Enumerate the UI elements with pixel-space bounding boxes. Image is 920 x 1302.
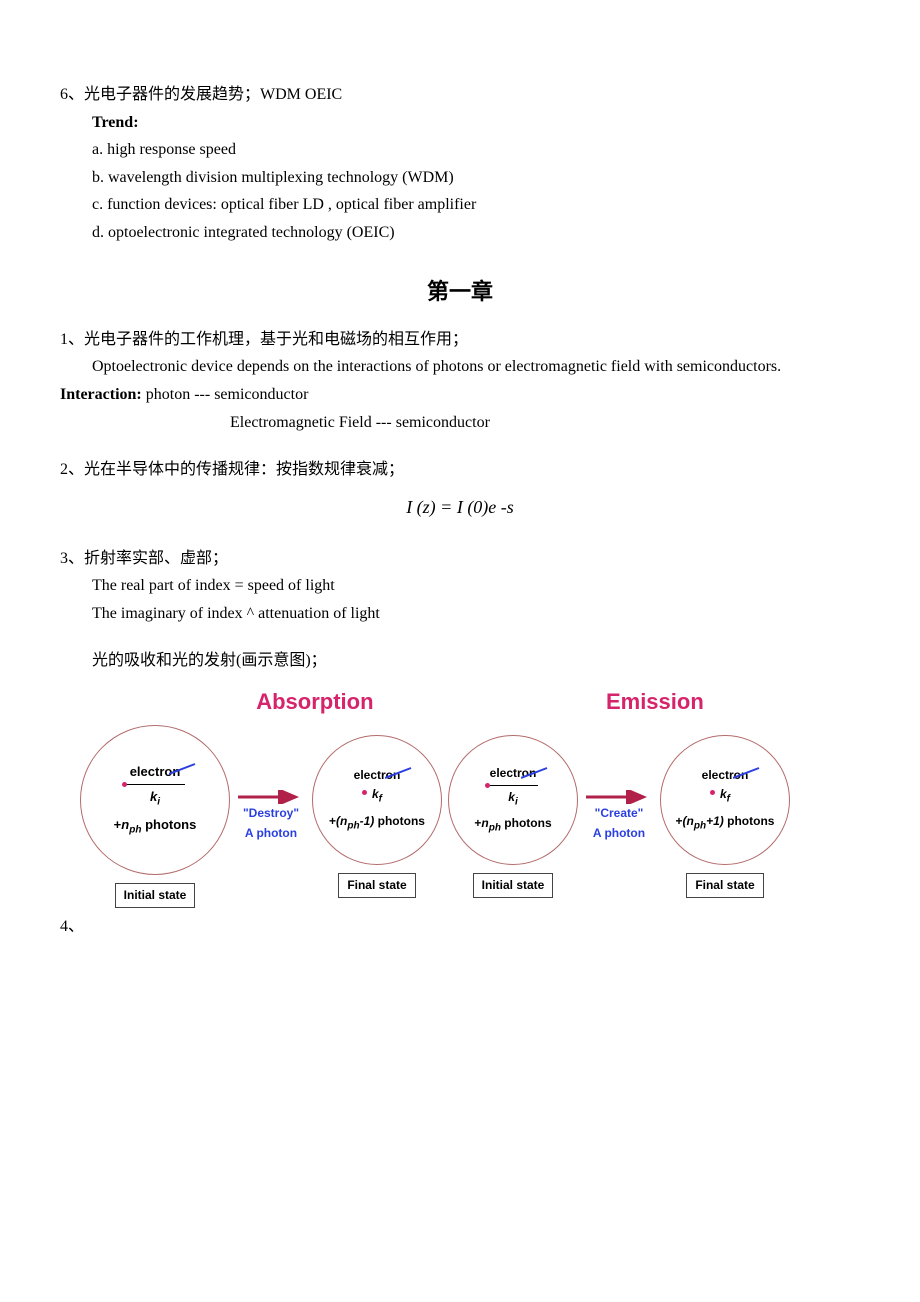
- nph-4: n: [687, 814, 694, 828]
- photons: photons: [145, 817, 196, 832]
- circle-em-initial: electron ki +nph photons: [448, 735, 578, 865]
- initial-state-label: Initial state: [115, 883, 196, 908]
- q1-title: 光电子器件的工作机理，基于光和电磁场的相互作用；: [84, 331, 468, 348]
- nph-3: n: [481, 816, 488, 830]
- q6-title: 光电子器件的发展趋势；WDM OEIC: [84, 86, 342, 103]
- kf-sub: f: [379, 794, 382, 805]
- interaction-label: Interaction:: [60, 386, 142, 403]
- absorption-initial: electron ki +nph photons Initial state: [80, 725, 230, 908]
- q6-number: 6、: [60, 86, 84, 103]
- emission-initial: electron ki +nph photons Initial state: [448, 735, 578, 898]
- photons-2: photons: [378, 814, 425, 828]
- q1-line: 1、光电子器件的工作机理，基于光和电磁场的相互作用；: [60, 327, 860, 353]
- interaction-line-1: Interaction: photon --- semiconductor: [60, 382, 860, 408]
- q2-line: 2、光在半导体中的传播规律：按指数规律衰减；: [60, 457, 860, 483]
- emission-title: Emission: [606, 684, 704, 719]
- destroy-label: "Destroy": [243, 804, 299, 823]
- kf-sub-2: f: [727, 794, 730, 805]
- plus-4: +: [676, 814, 683, 828]
- trend-label: Trend:: [60, 110, 860, 136]
- final-state-label: Final state: [338, 873, 415, 898]
- diagram: Absorption Emission electron ki +nph pho…: [80, 684, 860, 908]
- circle-abs-initial: electron ki +nph photons: [80, 725, 230, 875]
- q3-title: 折射率实部、虚部；: [84, 550, 228, 567]
- ki-2: k: [508, 790, 515, 804]
- ki-sub: i: [157, 797, 160, 808]
- photons-3: photons: [504, 816, 551, 830]
- trend-a: a. high response speed: [60, 137, 860, 163]
- ki-sub-2: i: [515, 796, 518, 807]
- trend-b: b. wavelength division multiplexing tech…: [60, 165, 860, 191]
- absorption-final: electron kf +(nph-1) photons Final state: [312, 735, 442, 898]
- interaction-b: Electromagnetic Field --- semiconductor: [60, 410, 860, 436]
- kf: k: [372, 787, 379, 801]
- trend-c: c. function devices: optical fiber LD , …: [60, 192, 860, 218]
- q4-number: 4、: [60, 918, 84, 935]
- q2-title: 光在半导体中的传播规律：按指数规律衰减；: [84, 461, 404, 478]
- arrow-icon-2: [584, 790, 654, 804]
- q3-body-1: The real part of index = speed of light: [60, 573, 860, 599]
- equation: I (z) = I (0)e -s: [60, 493, 860, 522]
- kf-2: k: [720, 787, 727, 801]
- q3-body-3: 光的吸收和光的发射(画示意图)；: [60, 648, 860, 674]
- a-photon-1: A photon: [245, 824, 297, 843]
- minus1: -1): [360, 814, 375, 828]
- plus1: +1): [706, 814, 724, 828]
- plus-2: +: [329, 814, 336, 828]
- create-label: "Create": [595, 804, 644, 823]
- nph-sub-3: ph: [489, 823, 501, 834]
- photons-4: photons: [727, 814, 774, 828]
- nph-sub-4: ph: [694, 820, 706, 831]
- arrow-icon: [236, 790, 306, 804]
- destroy-arrow: "Destroy" A photon: [236, 790, 306, 842]
- q1-body: Optoelectronic device depends on the int…: [60, 354, 860, 380]
- q3-number: 3、: [60, 550, 84, 567]
- a-photon-2: A photon: [593, 824, 645, 843]
- trend-d: d. optoelectronic integrated technology …: [60, 220, 860, 246]
- nph-sub-2: ph: [347, 820, 359, 831]
- emission-final: electron kf +(nph+1) photons Final state: [660, 735, 790, 898]
- circle-abs-final: electron kf +(nph-1) photons: [312, 735, 442, 865]
- q3-line: 3、折射率实部、虚部；: [60, 546, 860, 572]
- q6-line: 6、光电子器件的发展趋势；WDM OEIC: [60, 82, 860, 108]
- q3-body-2: The imaginary of index ^ attenuation of …: [60, 601, 860, 627]
- interaction-a: photon --- semiconductor: [142, 386, 309, 403]
- create-arrow: "Create" A photon: [584, 790, 654, 842]
- absorption-title: Absorption: [256, 684, 373, 719]
- chapter-title: 第一章: [60, 274, 860, 309]
- nph-sub: ph: [129, 825, 141, 836]
- final-state-label-2: Final state: [686, 873, 763, 898]
- circle-em-final: electron kf +(nph+1) photons: [660, 735, 790, 865]
- q2-number: 2、: [60, 461, 84, 478]
- initial-state-label-2: Initial state: [473, 873, 554, 898]
- q1-number: 1、: [60, 331, 84, 348]
- q4-line: 4、: [60, 914, 860, 940]
